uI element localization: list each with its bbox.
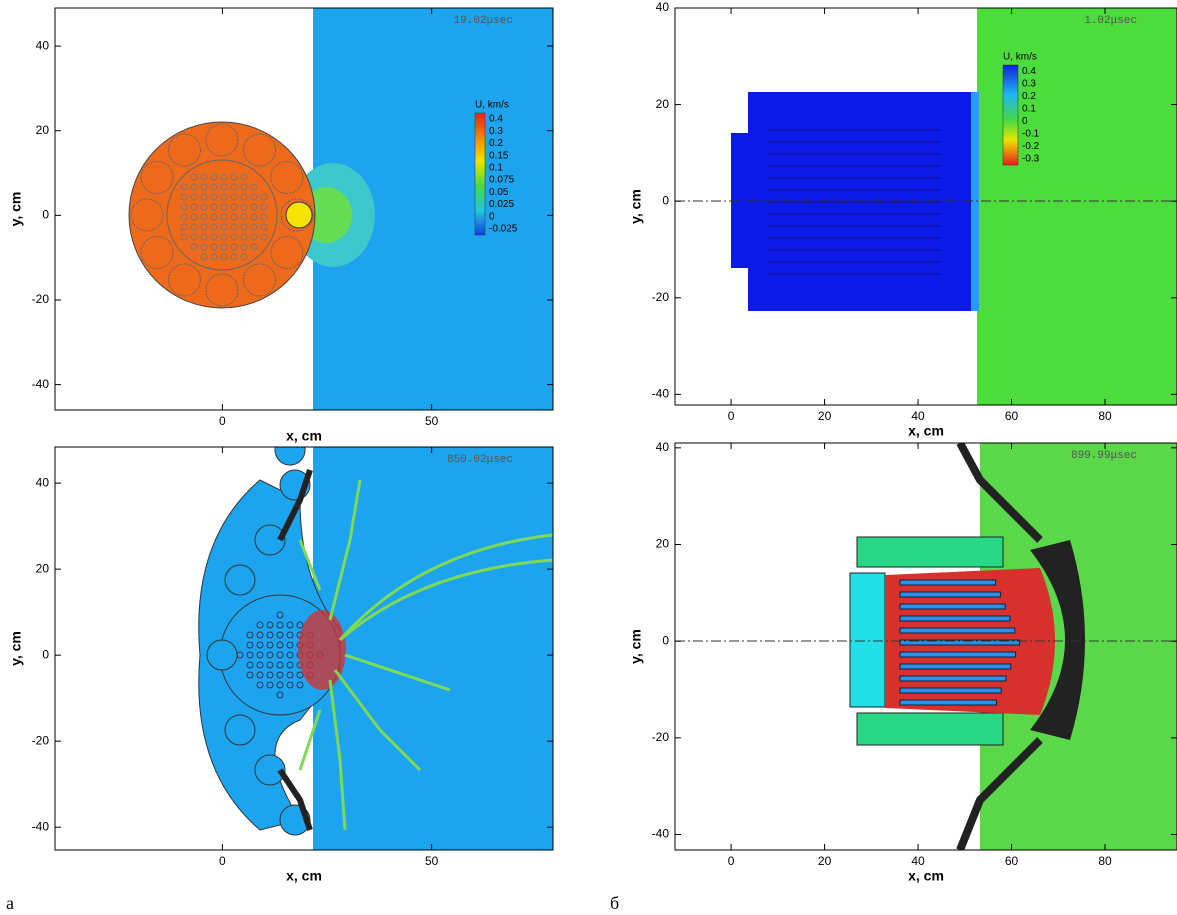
layer — [900, 580, 996, 585]
impactor — [286, 202, 312, 228]
y-tick-label: 40 — [656, 440, 670, 454]
colorbar-label: 0.2 — [1022, 91, 1036, 102]
panel: 0 50 -40 -20 0 20 40 x, cm y, cm 850.02μsec — [0, 440, 560, 885]
x-tick-label: 50 — [425, 414, 439, 428]
y-tick-label: -40 — [32, 377, 50, 391]
y-tick-label: 0 — [42, 208, 49, 222]
page: 050-40-2002040x, cmy, cm19.02μsecU, km/s… — [0, 0, 1177, 915]
colorbar-title: U, km/s — [475, 100, 509, 111]
y-axis-label: y, cm — [8, 192, 24, 227]
time-label: 850.02μsec — [447, 454, 513, 466]
x-tick-label: 60 — [1005, 409, 1019, 423]
colorbar-label: -0.025 — [489, 224, 518, 235]
plate — [850, 573, 885, 707]
colorbar — [1003, 65, 1018, 165]
x-tick-label: 50 — [425, 854, 439, 868]
field — [675, 8, 1177, 405]
colorbar-label: 0.05 — [489, 187, 509, 198]
layer — [900, 700, 996, 705]
layer — [900, 688, 1001, 693]
x-tick-label: 40 — [911, 409, 925, 423]
x-tick-label: 80 — [1098, 854, 1112, 868]
layer — [900, 664, 1011, 669]
y-tick-label: -20 — [652, 730, 670, 744]
ring — [207, 640, 237, 670]
y-tick-label: -20 — [32, 292, 50, 306]
y-tick-label: 0 — [662, 633, 669, 647]
colorbar — [475, 113, 485, 235]
x-tick-label: 20 — [818, 409, 832, 423]
medium — [313, 447, 553, 850]
caption: а — [6, 893, 14, 914]
layer — [900, 676, 1006, 681]
y-tick-label: 40 — [36, 38, 50, 52]
layer — [900, 592, 1000, 597]
colorbar-label: 0.1 — [489, 163, 503, 174]
field — [199, 440, 553, 850]
plate — [857, 537, 1003, 567]
ring — [225, 715, 255, 745]
colorbar-label: 0.4 — [1022, 66, 1036, 77]
y-tick-label: 0 — [42, 647, 49, 661]
x-tick-label: 0 — [219, 414, 226, 428]
layer — [900, 652, 1016, 657]
y-tick-label: 20 — [656, 537, 670, 551]
y-axis-label: y, cm — [8, 631, 24, 666]
x-tick-label: 0 — [728, 409, 735, 423]
colorbar-label: 0.1 — [1022, 103, 1036, 114]
y-tick-label: -20 — [652, 290, 670, 304]
colorbar-label: 0.2 — [489, 138, 503, 149]
colorbar-label: 0.075 — [489, 175, 514, 186]
x-axis-label: x, cm — [908, 868, 944, 884]
colorbar-label: 0.15 — [489, 150, 509, 161]
colorbar-label: 0 — [1022, 116, 1028, 127]
y-axis-label: y, cm — [628, 629, 644, 664]
y-tick-label: 40 — [36, 475, 50, 489]
ring — [225, 565, 255, 595]
y-tick-label: -40 — [32, 819, 50, 833]
y-tick-label: -40 — [652, 387, 670, 401]
y-tick-label: 40 — [656, 0, 670, 14]
x-tick-label: 0 — [728, 854, 735, 868]
x-tick-label: 80 — [1098, 409, 1112, 423]
panel: 020406080-40-2002040x, cmy, cm899.99μsec — [600, 440, 1177, 885]
time-label: 899.99μsec — [1071, 450, 1137, 462]
colorbar-title: U, km/s — [1003, 52, 1037, 63]
x-tick-label: 0 — [219, 854, 226, 868]
colorbar-label: -0.2 — [1022, 141, 1040, 152]
colorbar-label: 0.3 — [1022, 78, 1036, 89]
ring — [275, 440, 305, 465]
field — [675, 443, 1177, 850]
time-label: 1.02μsec — [1084, 15, 1137, 27]
time-label: 19.02μsec — [454, 15, 513, 27]
x-tick-label: 20 — [818, 854, 832, 868]
layer — [900, 616, 1010, 621]
layer — [900, 604, 1005, 609]
x-axis-label: x, cm — [908, 423, 944, 439]
caption: б — [610, 893, 619, 914]
x-tick-label: 40 — [911, 854, 925, 868]
colorbar-label: 0 — [489, 211, 495, 222]
colorbar-label: -0.3 — [1022, 153, 1040, 164]
fragments — [298, 610, 346, 690]
x-axis-label: x, cm — [286, 868, 322, 884]
y-tick-label: 0 — [662, 193, 669, 207]
y-tick-label: 20 — [656, 97, 670, 111]
colorbar-label: 0.3 — [489, 126, 503, 137]
plate — [857, 713, 1003, 745]
y-tick-label: 20 — [36, 123, 50, 137]
colorbar-label: 0.4 — [489, 114, 503, 125]
colorbar-label: -0.1 — [1022, 128, 1040, 139]
x-tick-label: 60 — [1005, 854, 1019, 868]
layer — [900, 628, 1015, 633]
y-tick-label: 20 — [36, 561, 50, 575]
y-axis-label: y, cm — [628, 189, 644, 224]
y-tick-label: -40 — [652, 827, 670, 841]
y-tick-label: -20 — [32, 733, 50, 747]
colorbar-label: 0.025 — [489, 199, 514, 210]
